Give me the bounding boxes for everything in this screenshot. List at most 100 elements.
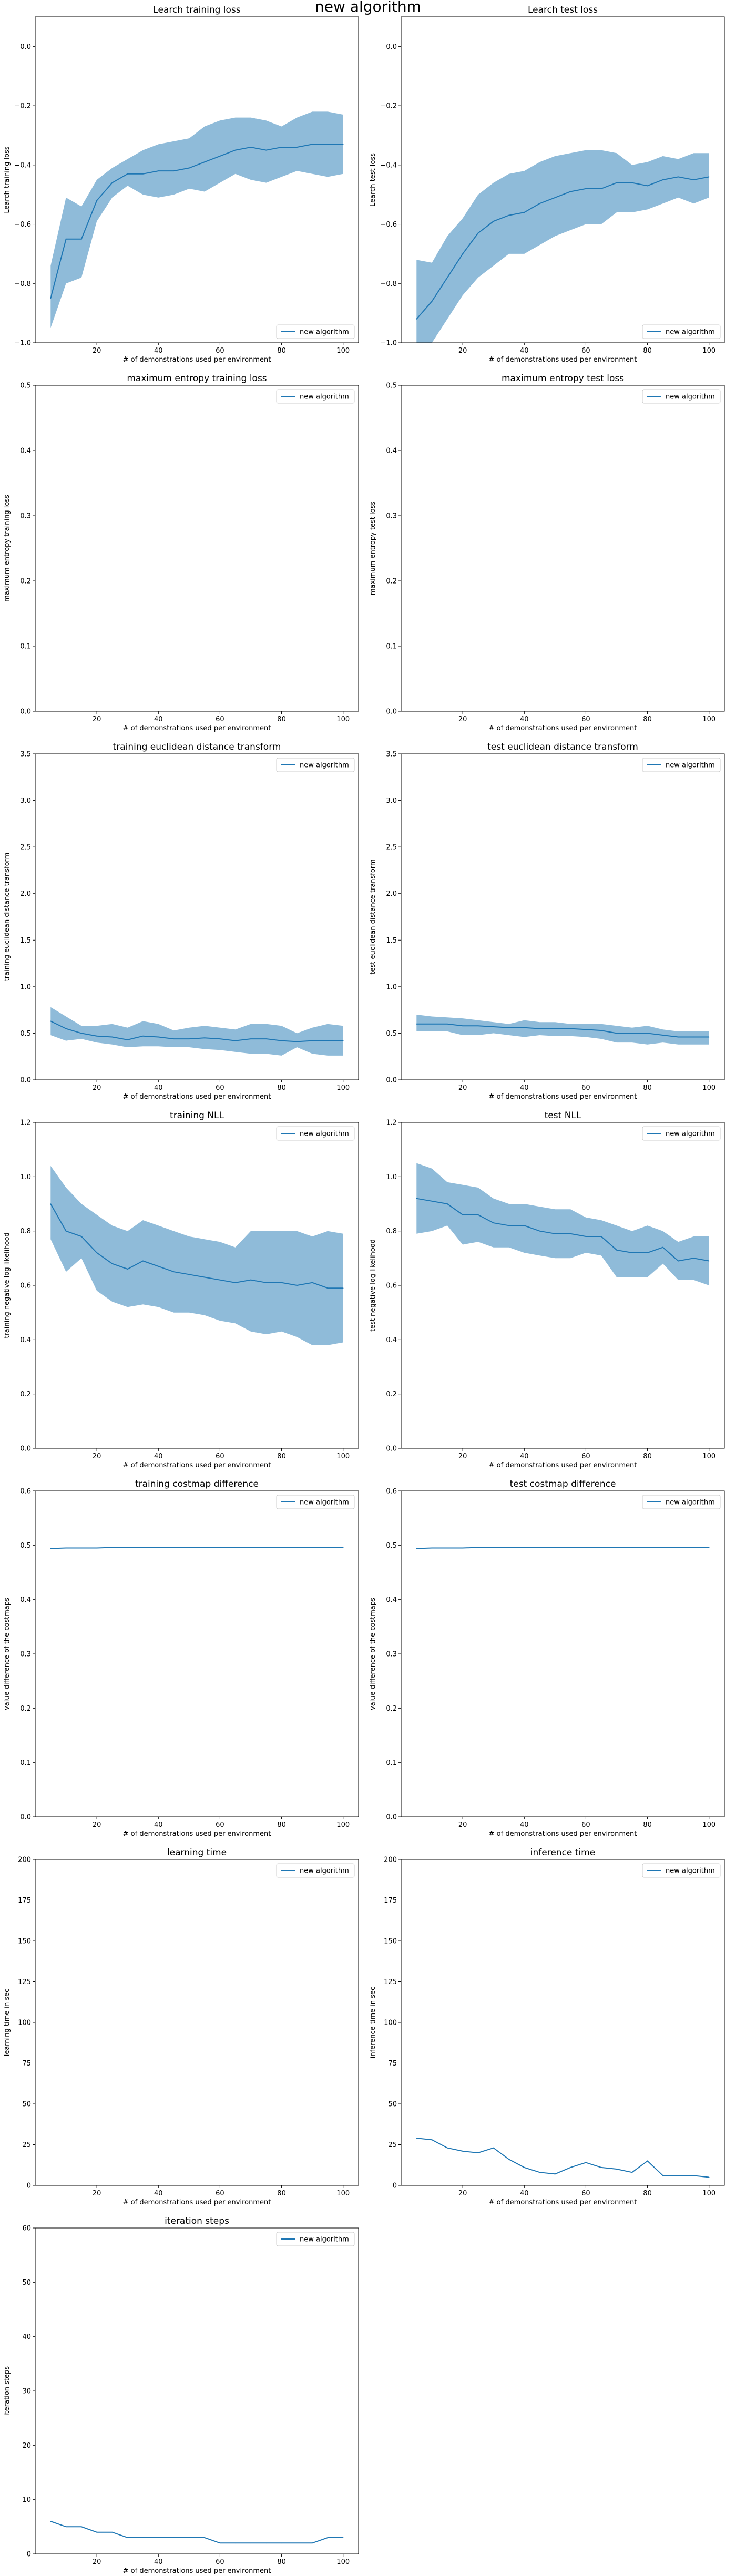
legend-label: new algorithm [666, 762, 715, 770]
data-point [204, 161, 205, 163]
y-tick-label: 0.4 [386, 1596, 397, 1604]
legend-label: new algorithm [300, 329, 349, 336]
y-axis-label: Learch training loss [3, 146, 11, 213]
data-point [524, 1547, 525, 1548]
data-point [189, 2537, 190, 2538]
data-point [555, 1547, 556, 1548]
y-tick-label: 1.5 [20, 937, 31, 945]
data-point [662, 1246, 663, 1248]
y-axis-label: inference time in sec [369, 1987, 377, 2058]
subplot-title: inference time [530, 1847, 595, 1858]
x-tick-label: 60 [581, 347, 590, 355]
data-point [250, 147, 251, 148]
data-point [111, 182, 113, 183]
x-tick-label: 100 [702, 347, 715, 355]
data-point [693, 1036, 694, 1038]
x-tick-label: 100 [702, 1821, 715, 1829]
data-point [678, 1547, 679, 1548]
subplot-title: iteration steps [165, 2216, 229, 2226]
data-point [539, 1547, 540, 1548]
x-axis-label: # of demonstrations used per environment [489, 1093, 637, 1101]
y-tick-label: 1.2 [20, 1119, 31, 1127]
y-tick-label: 0.0 [20, 1445, 31, 1453]
x-axis-label: # of demonstrations used per environment [489, 1461, 637, 1469]
data-point [647, 1252, 648, 1253]
data-point [708, 2176, 710, 2178]
data-point [111, 1263, 113, 1264]
y-tick-label: 0.5 [20, 1030, 31, 1038]
data-point [265, 2542, 267, 2544]
data-point [81, 238, 82, 240]
subplot-title: training euclidean distance transform [113, 742, 281, 752]
x-tick-label: 20 [458, 715, 467, 723]
y-tick-label: 0.6 [386, 1488, 397, 1496]
data-point [81, 2526, 82, 2528]
x-tick-label: 100 [336, 347, 350, 355]
data-point [493, 1026, 494, 1027]
data-point [96, 1252, 97, 1253]
data-point [281, 1040, 282, 1041]
data-point [616, 182, 617, 183]
series-confidence-band [50, 111, 343, 328]
y-tick-label: 0.0 [386, 43, 397, 51]
subplot-title: Learch test loss [528, 5, 598, 15]
x-axis-label: # of demonstrations used per environment [123, 2199, 271, 2206]
x-tick-label: 20 [93, 1453, 101, 1460]
series-line [416, 1023, 709, 1038]
data-point [250, 1279, 251, 1281]
data-point [616, 1250, 617, 1251]
y-tick-label: 125 [384, 1978, 397, 1986]
data-point [570, 1233, 571, 1234]
y-tick-label: 75 [22, 2060, 31, 2068]
data-point [708, 1547, 710, 1548]
data-point [189, 167, 190, 169]
y-tick-label: −1.0 [14, 340, 31, 347]
subplot-9: training costmap difference 20 40 60 80 100 0.… [3, 1479, 359, 1838]
y-tick-label: −0.2 [14, 103, 31, 110]
x-tick-label: 60 [216, 715, 224, 723]
series-confidence-band [50, 1007, 343, 1056]
data-point [219, 2542, 221, 2544]
x-tick-label: 100 [336, 2190, 350, 2197]
legend: new algorithm [642, 1495, 721, 1509]
x-tick-label: 60 [216, 2558, 224, 2566]
data-point [173, 170, 175, 171]
y-axis-label: training negative log likelihood [3, 1232, 11, 1338]
y-tick-label: 200 [384, 1856, 397, 1864]
data-point [600, 2167, 602, 2168]
data-point [265, 1282, 267, 1283]
series-confidence-band [416, 150, 709, 343]
data-point [555, 1233, 556, 1234]
y-tick-label: 0.4 [20, 1336, 31, 1344]
subplot-title: maximum entropy test loss [502, 373, 624, 384]
data-point [158, 2537, 159, 2538]
legend-label: new algorithm [666, 393, 715, 401]
data-point [447, 1203, 448, 1204]
data-point [416, 319, 417, 320]
y-tick-label: −0.8 [14, 280, 31, 288]
x-tick-label: 60 [581, 1821, 590, 1829]
data-point [708, 176, 710, 178]
data-point [431, 1547, 433, 1549]
y-tick-label: 0.5 [386, 382, 397, 390]
y-tick-label: −0.4 [14, 161, 31, 169]
data-point [570, 1028, 571, 1029]
y-tick-label: −0.2 [380, 103, 397, 110]
x-tick-label: 100 [336, 2558, 350, 2566]
data-point [65, 1547, 67, 1549]
data-point [431, 1023, 433, 1025]
data-point [327, 144, 329, 145]
y-tick-label: 0.1 [20, 643, 31, 651]
x-axis-label: # of demonstrations used per environment [123, 1830, 271, 1838]
y-tick-label: 0.2 [20, 578, 31, 586]
subplot-7: training NLL 20 40 60 80 100 0.0 0.2 0.4 0.6 0.8 1.… [3, 1110, 359, 1469]
data-point [678, 1036, 679, 1038]
data-point [342, 1547, 344, 1548]
subplot-2: Learch test loss 20 40 60 80 100 −1.0 −0.8 −0.6 −… [369, 5, 725, 364]
data-point [96, 200, 97, 201]
y-tick-label: 0.3 [20, 1651, 31, 1659]
x-tick-label: 40 [154, 347, 163, 355]
data-point [447, 277, 448, 278]
data-point [447, 1023, 448, 1025]
data-point [204, 1547, 205, 1548]
